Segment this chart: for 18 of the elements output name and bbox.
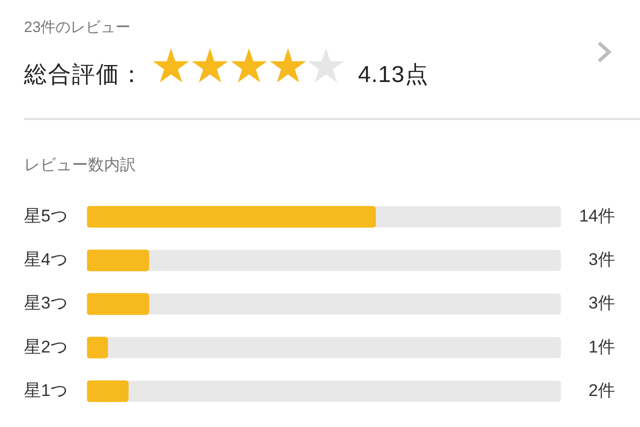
text: 4.13点 [358, 60, 428, 89]
text: 総合評価： [24, 60, 144, 89]
text: 23件のレビュー [24, 18, 131, 38]
bar [87, 250, 150, 272]
data-label: 3件 [588, 250, 615, 270]
bar [87, 380, 129, 402]
data-label: 3件 [588, 294, 615, 313]
data-label: 14件 [579, 206, 615, 226]
y-tick-label: 星5つ [24, 206, 68, 226]
data-label: 1件 [588, 337, 615, 356]
chart-title: レビュー数内訳 [24, 156, 136, 176]
bar [87, 336, 108, 358]
y-tick-label: 星2つ [24, 337, 68, 356]
y-tick-label: 星3つ [24, 294, 68, 313]
y-tick-label: 星1つ [24, 380, 68, 400]
y-tick-label: 星4つ [24, 250, 68, 270]
bar [87, 293, 150, 315]
data-label: 2件 [588, 380, 615, 400]
